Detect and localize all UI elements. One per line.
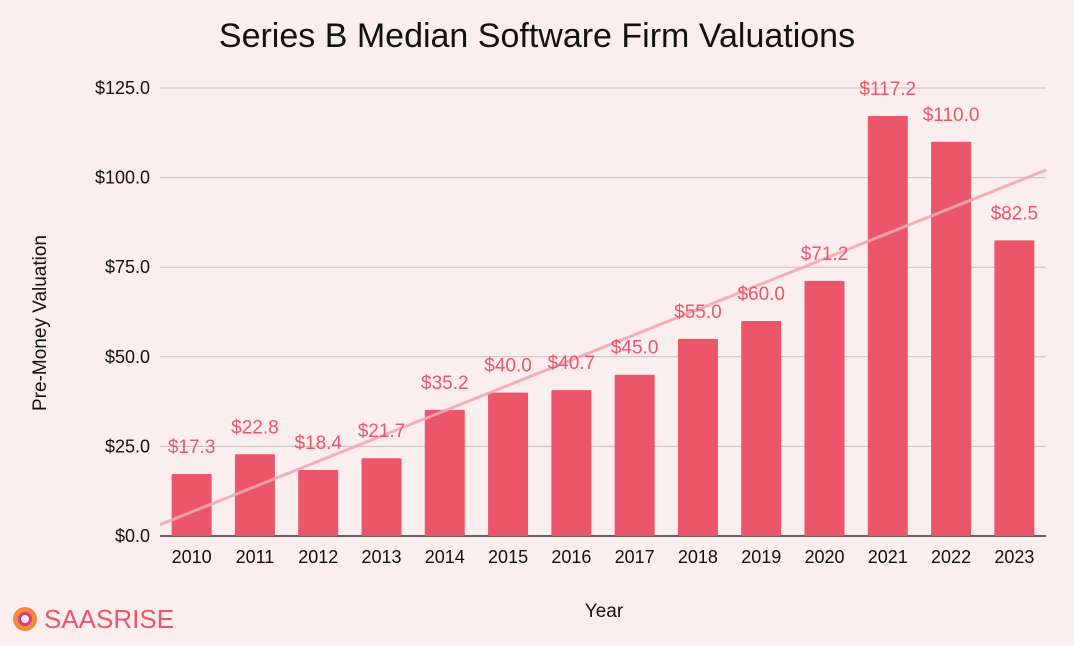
y-tick-label: $75.0: [105, 257, 150, 277]
bar: [741, 320, 782, 536]
x-tick-label: 2019: [741, 547, 781, 567]
x-tick-label: 2020: [804, 547, 844, 567]
data-label: $35.2: [421, 373, 469, 394]
x-tick-label: 2018: [678, 547, 718, 567]
x-tick-label: 2011: [236, 547, 275, 567]
y-tick-label: $125.0: [95, 78, 150, 98]
bar: [171, 473, 212, 536]
data-label: $40.7: [548, 353, 596, 374]
bar: [994, 240, 1035, 536]
data-label: $45.0: [611, 338, 659, 359]
x-tick-label: 2021: [868, 547, 908, 567]
bar: [361, 458, 402, 536]
x-tick-label: 2014: [425, 547, 465, 567]
data-label: $60.0: [737, 284, 785, 305]
bar: [804, 280, 845, 536]
bar: [931, 141, 972, 536]
data-label: $117.2: [859, 79, 916, 100]
y-tick-label: $50.0: [105, 347, 150, 367]
x-tick-label: 2013: [361, 547, 401, 567]
bar: [614, 374, 655, 536]
x-tick-label: 2023: [994, 547, 1034, 567]
y-tick-label: $25.0: [105, 436, 150, 456]
data-label: $110.0: [923, 105, 980, 126]
brand-logo: SAASRISE: [13, 604, 174, 634]
bar: [677, 338, 718, 536]
saasrise-logo-icon: [13, 607, 37, 631]
x-tick-label: 2016: [551, 547, 591, 567]
x-tick-label: 2017: [615, 547, 655, 567]
data-label: $55.0: [674, 302, 722, 323]
bar: [298, 470, 339, 536]
data-label: $18.4: [294, 433, 342, 454]
chart-title: Series B Median Software Firm Valuations: [219, 17, 855, 55]
brand-name: SAASRISE: [44, 604, 174, 634]
x-axis-title: Year: [585, 601, 624, 622]
bar: [424, 409, 465, 536]
bar: [234, 454, 275, 536]
y-tick-label: $0.0: [115, 526, 150, 546]
bar: [488, 392, 529, 536]
trendline: [159, 168, 1047, 527]
x-tick-label: 2012: [298, 547, 338, 567]
data-label: $22.8: [231, 417, 279, 438]
bar: [551, 390, 592, 536]
y-axis-title: Pre-Money Valuation: [30, 235, 51, 411]
data-label: $21.7: [358, 421, 406, 442]
data-label: $40.0: [484, 356, 532, 377]
y-tick-label: $100.0: [95, 168, 150, 188]
x-tick-label: 2010: [172, 547, 212, 567]
data-label: $82.5: [991, 203, 1039, 224]
data-label: $17.3: [168, 437, 216, 458]
bar: [867, 115, 908, 536]
data-label: $71.2: [801, 244, 849, 265]
x-tick-label: 2022: [931, 547, 971, 567]
x-tick-label: 2015: [488, 547, 528, 567]
